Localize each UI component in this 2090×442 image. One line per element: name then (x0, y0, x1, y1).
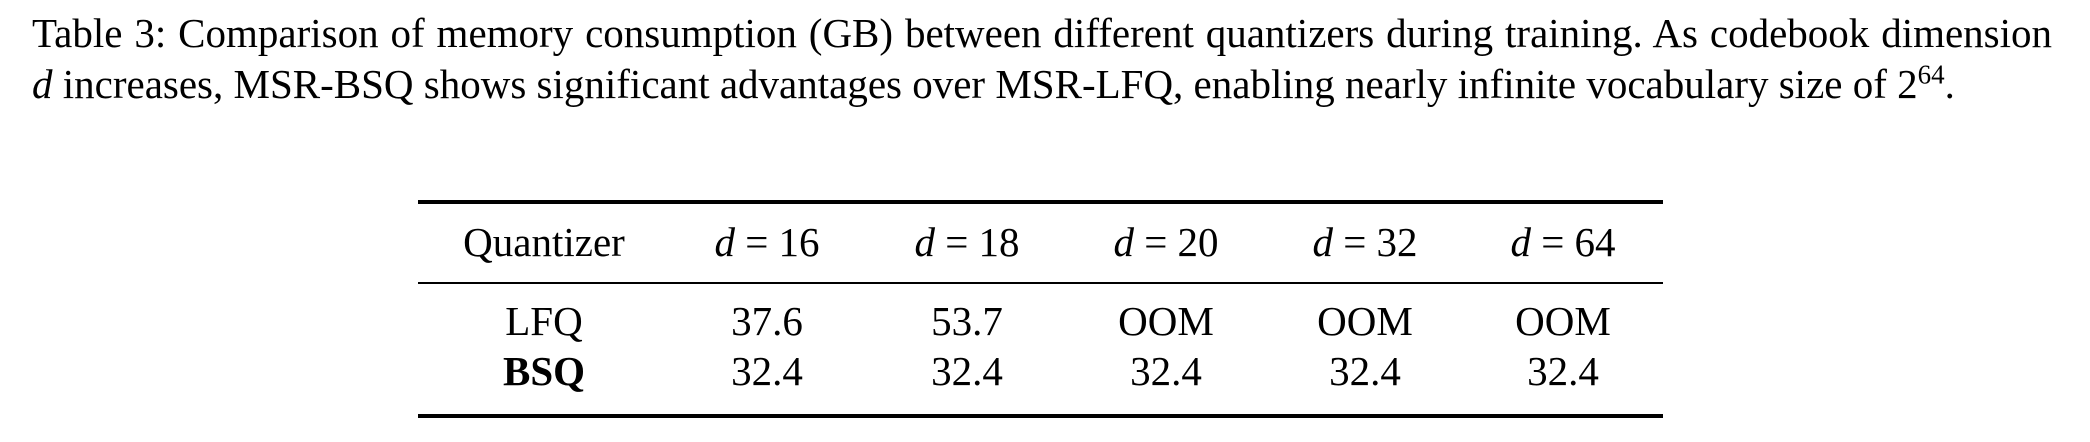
bottom-rule (418, 414, 1663, 418)
caption-text-2: increases, MSR-BSQ shows significant adv… (62, 61, 1918, 107)
header-cell: d = 16 (714, 219, 820, 265)
table-caption: Table 3: Comparison of memory consumptio… (32, 8, 2052, 110)
table-cell: 53.7 (931, 298, 1003, 344)
caption-superscript: 64 (1917, 59, 1945, 90)
header-cell: d = 64 (1510, 219, 1616, 265)
table-cell: OOM (1515, 298, 1611, 344)
table-cell: 32.4 (1130, 348, 1202, 394)
header-cell: d = 18 (914, 219, 1020, 265)
table-cell: OOM (1317, 298, 1413, 344)
header-cell: Quantizer (463, 219, 625, 265)
table-cell: 32.4 (731, 348, 803, 394)
table-cell: 32.4 (1527, 348, 1599, 394)
mid-rule (418, 282, 1663, 284)
header-cell: d = 32 (1312, 219, 1418, 265)
header-cell: d = 20 (1113, 219, 1219, 265)
table-cell: 37.6 (731, 298, 803, 344)
caption-label: Table 3: (32, 10, 167, 56)
caption-text: Comparison of memory consumption (GB) be… (178, 10, 2053, 56)
caption-d-symbol: d (32, 61, 53, 107)
table-cell: OOM (1118, 298, 1214, 344)
row-label: LFQ (505, 298, 583, 344)
table-cell: 32.4 (931, 348, 1003, 394)
table-cell: 32.4 (1329, 348, 1401, 394)
caption-end: . (1944, 61, 1955, 107)
top-rule (418, 200, 1663, 204)
row-label: BSQ (502, 348, 586, 394)
